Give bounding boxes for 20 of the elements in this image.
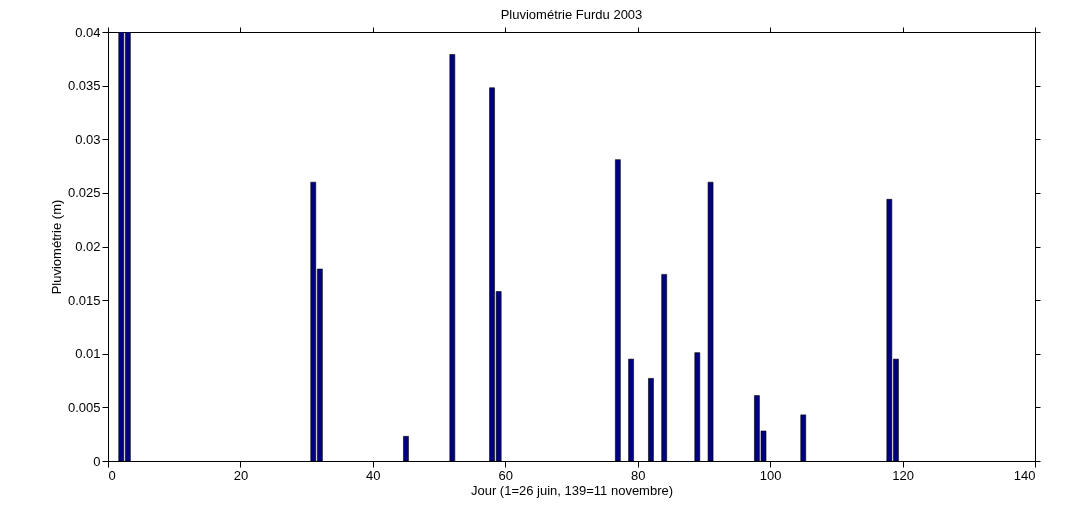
- x-tick-label: 20: [233, 467, 249, 483]
- y-axis-title: Pluviométrie (m): [48, 199, 64, 295]
- x-tick-label: 60: [498, 467, 514, 483]
- x-tick-label: 0: [108, 467, 116, 483]
- y-tick-label: 0.005: [67, 399, 101, 415]
- y-tick-label: 0.02: [75, 239, 101, 254]
- y-tick-label: 0: [93, 453, 101, 469]
- y-tick-label: 0.03: [75, 131, 101, 147]
- x-axis-title: Jour (1=26 juin, 139=11 novembre): [470, 482, 674, 498]
- chart-title: Pluviométrie Furdu 2003: [500, 7, 643, 22]
- x-tick-label: 140: [1013, 467, 1036, 483]
- y-tick-label: 0.01: [75, 346, 101, 362]
- x-tick-label: 120: [892, 467, 914, 483]
- x-tick-label: 100: [759, 467, 782, 483]
- y-tick-label: 0.025: [67, 185, 101, 201]
- y-tick-label: 0.035: [67, 78, 101, 94]
- y-tick-label: 0.015: [67, 292, 101, 308]
- x-tick-label: 80: [630, 467, 646, 483]
- x-tick-label: 40: [366, 467, 381, 483]
- y-tick-label: 0.04: [75, 24, 101, 40]
